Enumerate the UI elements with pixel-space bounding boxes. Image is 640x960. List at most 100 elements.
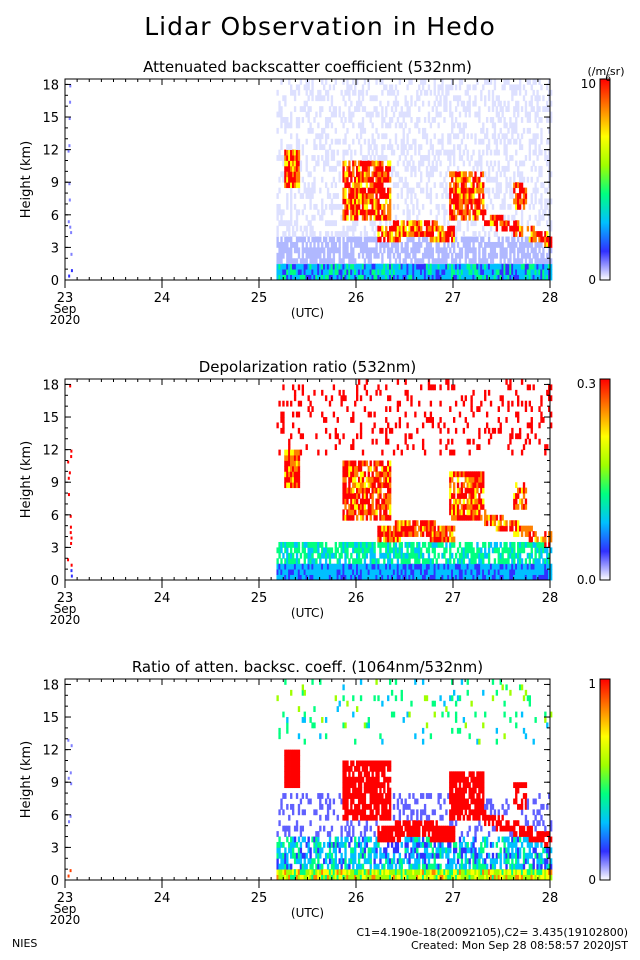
heatmap-cell: [423, 263, 427, 270]
heatmap-cell: [406, 274, 409, 281]
heatmap-cell: [330, 111, 334, 118]
heatmap-cell: [449, 247, 452, 254]
heatmap-cell: [394, 214, 398, 221]
heatmap-cell: [301, 241, 305, 248]
heatmap-cell: [390, 165, 394, 172]
heatmap-cell: [410, 574, 413, 581]
heatmap-cell: [520, 487, 524, 494]
heatmap-cell: [388, 498, 392, 505]
heatmap-cell: [518, 241, 522, 248]
heatmap-cell: [317, 133, 320, 140]
heatmap-cell: [373, 487, 376, 494]
heatmap-cell: [321, 241, 324, 248]
heatmap-cell: [69, 84, 72, 88]
heatmap-cell: [451, 563, 454, 570]
heatmap-cell: [449, 160, 452, 167]
heatmap-cell: [315, 203, 318, 210]
heatmap-cell: [513, 252, 516, 259]
heatmap-cell: [460, 193, 464, 199]
heatmap-cell: [491, 133, 495, 140]
heatmap-cell: [485, 563, 489, 570]
heatmap-cell: [499, 258, 502, 265]
heatmap-cell: [371, 563, 374, 570]
heatmap-cell: [328, 552, 332, 559]
heatmap-cell: [425, 269, 429, 275]
heatmap-cell: [468, 171, 471, 178]
heatmap-cell: [468, 487, 471, 494]
heatmap-cell: [286, 765, 289, 772]
heatmap-cell: [293, 149, 297, 156]
heatmap-cell: [375, 149, 378, 156]
heatmap-cell: [373, 138, 376, 145]
heatmap-cell: [392, 536, 396, 543]
heatmap-cell: [528, 422, 531, 429]
heatmap-cell: [379, 541, 382, 548]
heatmap-cell: [361, 106, 365, 112]
heatmap-cell: [293, 106, 297, 112]
heatmap-cell: [288, 471, 291, 478]
heatmap-cell: [439, 95, 442, 102]
heatmap-cell: [509, 176, 512, 183]
heatmap-cell: [425, 165, 429, 172]
heatmap-cell: [406, 106, 409, 112]
heatmap-cell: [276, 869, 279, 875]
heatmap-cell: [356, 503, 359, 510]
heatmap-cell: [328, 117, 332, 123]
heatmap-cell: [346, 493, 349, 499]
heatmap-cell: [290, 863, 293, 870]
heatmap-cell: [511, 236, 514, 243]
heatmap-cell: [342, 258, 345, 265]
heatmap-cell: [398, 231, 402, 237]
heatmap-cell: [468, 471, 471, 478]
heatmap-cell: [371, 476, 374, 483]
heatmap-cell: [542, 569, 545, 575]
heatmap-cell: [375, 471, 378, 478]
heatmap-cell: [462, 100, 466, 107]
heatmap-cell: [484, 133, 487, 140]
heatmap-cell: [297, 563, 301, 570]
heatmap-cell: [517, 84, 520, 91]
heatmap-cell: [321, 389, 324, 396]
heatmap-cell: [398, 225, 402, 232]
heatmap-cell: [319, 252, 322, 259]
heatmap-cell: [420, 274, 423, 281]
heatmap-cell: [334, 111, 337, 118]
heatmap-cell: [550, 247, 553, 254]
heatmap-cell: [282, 563, 285, 570]
heatmap-cell: [540, 263, 543, 270]
heatmap-cell: [375, 171, 378, 178]
heatmap-cell: [293, 471, 297, 478]
heatmap-cell: [511, 225, 514, 232]
heatmap-cell: [373, 514, 376, 521]
heatmap-cell: [319, 269, 322, 275]
heatmap-cell: [326, 552, 330, 559]
heatmap-cell: [388, 503, 392, 510]
heatmap-cell: [478, 444, 481, 451]
heatmap-cell: [472, 438, 475, 445]
heatmap-cell: [548, 536, 551, 543]
heatmap-cell: [458, 269, 462, 275]
heatmap-cell: [305, 79, 308, 85]
heatmap-cell: [344, 498, 347, 505]
heatmap-cell: [429, 187, 433, 194]
heatmap-cell: [437, 536, 440, 543]
heatmap-cell: [367, 482, 370, 489]
heatmap-cell: [400, 269, 403, 275]
heatmap-cell: [447, 569, 450, 575]
heatmap-cell: [472, 269, 475, 275]
heatmap-cell: [462, 231, 466, 237]
heatmap-cell: [408, 127, 411, 134]
heatmap-cell: [487, 252, 491, 259]
heatmap-cell: [480, 274, 483, 281]
heatmap-cell: [344, 269, 347, 275]
heatmap-cell: [462, 400, 466, 407]
heatmap-cell: [478, 111, 481, 118]
heatmap-cell: [357, 552, 361, 559]
heatmap-cell: [534, 111, 537, 118]
heatmap-cell: [460, 558, 464, 565]
heatmap-cell: [394, 138, 398, 145]
heatmap-cell: [307, 171, 310, 178]
heatmap-cell: [336, 193, 339, 199]
heatmap-cell: [517, 225, 520, 232]
heatmap-cell: [336, 574, 339, 581]
